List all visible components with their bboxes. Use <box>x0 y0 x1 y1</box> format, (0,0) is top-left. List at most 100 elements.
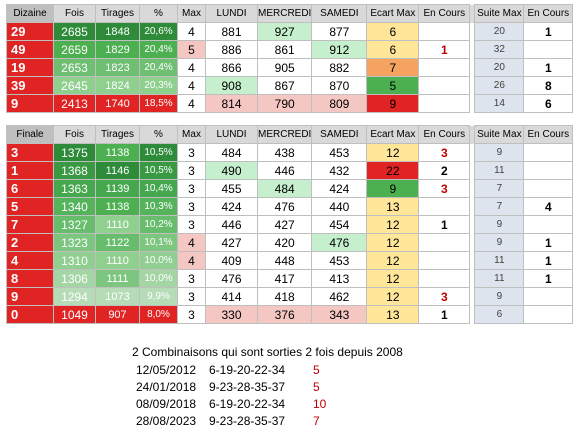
cell-lundi: 886 <box>205 40 258 59</box>
cell-fois: 2653 <box>53 58 96 77</box>
spacer <box>469 58 475 77</box>
combo-count: 5 <box>313 363 320 377</box>
cell-mercredi: 420 <box>256 233 313 252</box>
table1-header-ecart: Ecart Max <box>366 4 420 23</box>
table2-header-row: Finale Fois Tirages% Max LUNDI MERCREDI SAMEDI… <box>6 125 574 144</box>
cell-tirages: 1138 <box>95 197 140 216</box>
table2-header-mercredi: MERCREDI <box>256 125 313 144</box>
table1-header-suite: Suite Max <box>474 4 525 23</box>
spacer <box>469 22 475 41</box>
table2-header-pct: % <box>139 125 178 144</box>
cell-encours2 <box>523 179 574 198</box>
cell-samedi: 462 <box>311 287 368 306</box>
cell-key: 3 <box>6 143 54 162</box>
cell-encours: 3 <box>418 179 471 198</box>
cell-mercredi: 418 <box>256 287 313 306</box>
table2-header-suite: Suite Max <box>474 125 525 144</box>
cell-suite: 7 <box>474 179 525 198</box>
cell-lundi: 427 <box>205 233 258 252</box>
cell-fois: 2645 <box>53 76 96 95</box>
cell-fois: 1294 <box>53 287 96 306</box>
spacer <box>469 40 475 59</box>
cell-pct: 20,3% <box>139 76 178 95</box>
table-row: 9 1294 1073 9,9% 3 414 418 462 12 3 9 <box>6 287 574 306</box>
spacer <box>469 76 475 95</box>
cell-samedi: 440 <box>311 197 368 216</box>
cell-ecart: 22 <box>366 161 420 180</box>
cell-encours2: 1 <box>523 269 574 288</box>
cell-encours <box>418 233 471 252</box>
table2-header-ecart: Ecart Max <box>366 125 420 144</box>
cell-suite: 7 <box>474 197 525 216</box>
cell-max: 3 <box>177 143 206 162</box>
cell-max: 3 <box>177 161 206 180</box>
cell-tirages: 1848 <box>95 22 140 41</box>
table1-header-encours: En Cours <box>418 4 471 23</box>
cell-suite: 9 <box>474 143 525 162</box>
cell-encours2 <box>523 143 574 162</box>
combo-date: 24/01/2018 <box>136 380 197 394</box>
finale-table: Finale Fois Tirages% Max LUNDI MERCREDI SAMEDI… <box>6 125 574 324</box>
cell-mercredi: 448 <box>256 251 313 270</box>
cell-tirages: 1110 <box>95 215 140 234</box>
cell-suite: 26 <box>474 76 525 95</box>
cell-fois: 1375 <box>53 143 96 162</box>
cell-encours <box>418 22 471 41</box>
cell-pct: 10,4% <box>139 179 178 198</box>
table-row: 7 1327 1110 10,2% 3 446 427 454 12 1 9 <box>6 215 574 234</box>
cell-suite: 11 <box>474 161 525 180</box>
cell-encours2: 1 <box>523 251 574 270</box>
cell-ecart: 13 <box>366 197 420 216</box>
cell-mercredi: 484 <box>256 179 313 198</box>
cell-samedi: 432 <box>311 161 368 180</box>
combo-count: 7 <box>313 414 320 428</box>
cell-samedi: 424 <box>311 179 368 198</box>
cell-tirages: 1824 <box>95 76 140 95</box>
spacer <box>469 305 475 324</box>
table-row: 9 2413 1740 18,5% 4 814 790 809 9 14 6 <box>6 94 574 113</box>
cell-encours2: 4 <box>523 197 574 216</box>
cell-encours2 <box>523 161 574 180</box>
combo-numbers: 9-23-28-35-37 <box>209 414 286 428</box>
spacer <box>469 179 475 198</box>
table-row: 49 2659 1829 20,4% 5 886 861 912 6 1 32 <box>6 40 574 59</box>
cell-ecart: 12 <box>366 251 420 270</box>
spacer <box>469 215 475 234</box>
cell-encours: 1 <box>418 40 471 59</box>
cell-key: 7 <box>6 215 54 234</box>
cell-lundi: 490 <box>205 161 258 180</box>
table-row: 8 1306 1111 10,0% 3 476 417 413 12 11 1 <box>6 269 574 288</box>
cell-encours2: 1 <box>523 58 574 77</box>
cell-tirages: 1740 <box>95 94 140 113</box>
table1-header-fois: Fois <box>53 4 96 23</box>
cell-encours: 2 <box>418 161 471 180</box>
combo-date: 28/08/2023 <box>136 414 197 428</box>
cell-mercredi: 446 <box>256 161 313 180</box>
combo-numbers: 6-19-20-22-34 <box>209 363 286 377</box>
cell-suite: 9 <box>474 233 525 252</box>
cell-tirages: 1829 <box>95 40 140 59</box>
combo-numbers: 6-19-20-22-34 <box>209 397 286 411</box>
cell-fois: 1323 <box>53 233 96 252</box>
cell-max: 3 <box>177 287 206 306</box>
cell-ecart: 12 <box>366 143 420 162</box>
cell-pct: 18,5% <box>139 94 178 113</box>
cell-tirages: 1122 <box>95 233 140 252</box>
cell-max: 4 <box>177 94 206 113</box>
cell-mercredi: 861 <box>256 40 313 59</box>
cell-mercredi: 476 <box>256 197 313 216</box>
table1-header-samedi: SAMEDI <box>311 4 368 23</box>
cell-mercredi: 790 <box>256 94 313 113</box>
cell-pct: 9,9% <box>139 287 178 306</box>
cell-encours2 <box>523 287 574 306</box>
cell-ecart: 6 <box>366 22 420 41</box>
cell-key: 1 <box>6 161 54 180</box>
cell-lundi: 409 <box>205 251 258 270</box>
cell-ecart: 5 <box>366 76 420 95</box>
cell-tirages: 1111 <box>95 269 140 288</box>
cell-mercredi: 867 <box>256 76 313 95</box>
combo-count: 10 <box>313 397 327 411</box>
cell-encours <box>418 76 471 95</box>
spacer <box>469 4 475 23</box>
cell-encours: 1 <box>418 215 471 234</box>
